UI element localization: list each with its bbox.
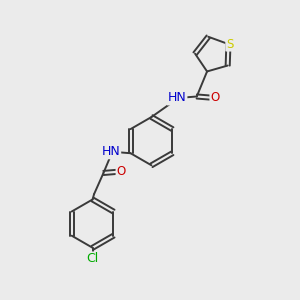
Text: Cl: Cl [86, 252, 99, 266]
Text: HN: HN [168, 92, 186, 104]
Text: HN: HN [101, 145, 120, 158]
Text: O: O [116, 165, 126, 178]
Text: O: O [210, 92, 220, 104]
Text: S: S [226, 38, 234, 51]
